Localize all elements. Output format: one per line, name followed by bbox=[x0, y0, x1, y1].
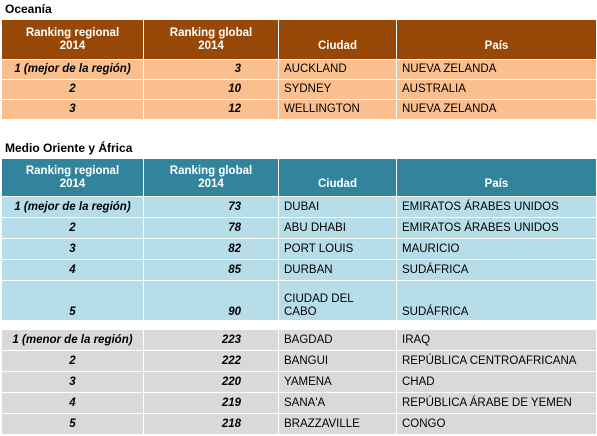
country-cell: REPÚBLICA CENTROAFRICANA bbox=[396, 350, 597, 372]
country-cell: AUSTRALIA bbox=[396, 79, 597, 100]
ranking-regional-cell: 2 bbox=[1, 79, 144, 100]
city-cell: ABU DHABI bbox=[278, 217, 397, 239]
middle-east-africa-table: Ranking regional 2014 Ranking global 201… bbox=[1, 158, 597, 435]
ranking-regional-cell: 4 bbox=[1, 392, 144, 414]
gap-cell bbox=[278, 320, 397, 330]
ranking-regional-cell: 5 bbox=[1, 280, 144, 321]
ranking-regional-cell: 1 (mejor de la región) bbox=[1, 59, 144, 80]
oceania-title: Oceanía bbox=[5, 2, 52, 16]
ranking-global-cell: 82 bbox=[143, 238, 279, 260]
city-cell: AUCKLAND bbox=[278, 59, 397, 80]
ranking-global-cell: 223 bbox=[143, 329, 279, 351]
header-pais: País bbox=[396, 158, 597, 197]
country-cell: CHAD bbox=[396, 371, 597, 393]
ranking-global-cell: 219 bbox=[143, 392, 279, 414]
country-cell: IRAQ bbox=[396, 329, 597, 351]
table-row: 2 10 SYDNEY AUSTRALIA bbox=[1, 79, 597, 100]
header-ranking-regional: Ranking regional 2014 bbox=[1, 158, 144, 197]
table-row: 3 12 WELLINGTON NUEVA ZELANDA bbox=[1, 99, 597, 120]
ranking-global-cell: 73 bbox=[143, 196, 279, 218]
table-row: 4 219 SANA'A REPÚBLICA ÁRABE DE YEMEN bbox=[1, 392, 597, 414]
ranking-regional-cell: 2 bbox=[1, 350, 144, 372]
city-cell: YAMENA bbox=[278, 371, 397, 393]
ranking-regional-cell: 3 bbox=[1, 238, 144, 260]
city-cell: WELLINGTON bbox=[278, 99, 397, 120]
table-header-row: Ranking regional 2014 Ranking global 201… bbox=[1, 158, 597, 197]
country-cell: SUDÁFRICA bbox=[396, 280, 597, 321]
ranking-global-cell: 10 bbox=[143, 79, 279, 100]
table-row: 3 82 PORT LOUIS MAURICIO bbox=[1, 238, 597, 260]
country-cell: SUDÁFRICA bbox=[396, 259, 597, 281]
table-row: 2 222 BANGUI REPÚBLICA CENTROAFRICANA bbox=[1, 350, 597, 372]
ranking-regional-cell: 4 bbox=[1, 259, 144, 281]
ranking-global-cell: 85 bbox=[143, 259, 279, 281]
ranking-global-cell: 12 bbox=[143, 99, 279, 120]
table-row: 2 78 ABU DHABI EMIRATOS ÁRABES UNIDOS bbox=[1, 217, 597, 239]
ranking-regional-cell: 1 (mejor de la región) bbox=[1, 196, 144, 218]
gap-cell bbox=[143, 320, 279, 330]
country-cell: NUEVA ZELANDA bbox=[396, 99, 597, 120]
ranking-regional-cell: 3 bbox=[1, 99, 144, 120]
city-cell: DURBAN bbox=[278, 259, 397, 281]
ranking-regional-cell: 1 (menor de la región) bbox=[1, 329, 144, 351]
ranking-regional-cell: 3 bbox=[1, 371, 144, 393]
city-cell: BANGUI bbox=[278, 350, 397, 372]
ranking-global-cell: 78 bbox=[143, 217, 279, 239]
table-row: 1 (mejor de la región) 3 AUCKLAND NUEVA … bbox=[1, 59, 597, 80]
header-ciudad: Ciudad bbox=[278, 19, 397, 60]
country-cell: NUEVA ZELANDA bbox=[396, 59, 597, 80]
header-ranking-regional: Ranking regional 2014 bbox=[1, 19, 144, 60]
header-ciudad: Ciudad bbox=[278, 158, 397, 197]
ranking-regional-cell: 2 bbox=[1, 217, 144, 239]
city-cell: BRAZZAVILLE bbox=[278, 413, 397, 435]
table-row: 1 (mejor de la región) 73 DUBAI EMIRATOS… bbox=[1, 196, 597, 218]
table-gap-row bbox=[1, 320, 597, 330]
country-cell: EMIRATOS ÁRABES UNIDOS bbox=[396, 196, 597, 218]
gap-cell bbox=[1, 320, 144, 330]
city-cell: BAGDAD bbox=[278, 329, 397, 351]
gap-cell bbox=[396, 320, 597, 330]
table-header-row: Ranking regional 2014 Ranking global 201… bbox=[1, 19, 597, 60]
table-row: 5 90 CIUDAD DEL CABO SUDÁFRICA bbox=[1, 280, 597, 321]
city-cell: SANA'A bbox=[278, 392, 397, 414]
header-pais: País bbox=[396, 19, 597, 60]
city-cell: CIUDAD DEL CABO bbox=[278, 280, 397, 321]
city-cell: PORT LOUIS bbox=[278, 238, 397, 260]
country-cell: EMIRATOS ÁRABES UNIDOS bbox=[396, 217, 597, 239]
header-ranking-global: Ranking global 2014 bbox=[143, 19, 279, 60]
table-row: 1 (menor de la región) 223 BAGDAD IRAQ bbox=[1, 329, 597, 351]
city-cell: DUBAI bbox=[278, 196, 397, 218]
country-cell: REPÚBLICA ÁRABE DE YEMEN bbox=[396, 392, 597, 414]
table-row: 4 85 DURBAN SUDÁFRICA bbox=[1, 259, 597, 281]
header-ranking-global: Ranking global 2014 bbox=[143, 158, 279, 197]
oceania-table: Ranking regional 2014 Ranking global 201… bbox=[1, 19, 597, 120]
ranking-global-cell: 220 bbox=[143, 371, 279, 393]
country-cell: CONGO bbox=[396, 413, 597, 435]
city-cell: SYDNEY bbox=[278, 79, 397, 100]
ranking-global-cell: 222 bbox=[143, 350, 279, 372]
table-row: 3 220 YAMENA CHAD bbox=[1, 371, 597, 393]
ranking-regional-cell: 5 bbox=[1, 413, 144, 435]
ranking-global-cell: 90 bbox=[143, 280, 279, 321]
table-row: 5 218 BRAZZAVILLE CONGO bbox=[1, 413, 597, 435]
ranking-global-cell: 3 bbox=[143, 59, 279, 80]
middle-east-africa-title: Medio Oriente y África bbox=[5, 141, 133, 155]
ranking-global-cell: 218 bbox=[143, 413, 279, 435]
country-cell: MAURICIO bbox=[396, 238, 597, 260]
